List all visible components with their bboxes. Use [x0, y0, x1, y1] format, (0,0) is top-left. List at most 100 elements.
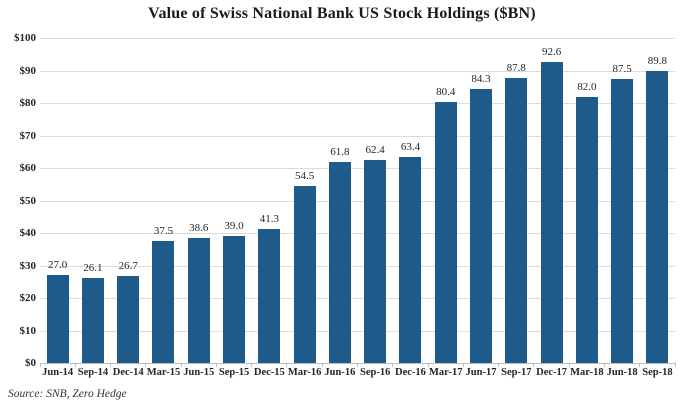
source-note: Source: SNB, Zero Hedge	[8, 388, 127, 400]
bar-Sep-17	[505, 77, 528, 363]
gridline	[40, 38, 675, 39]
x-axis-tick	[603, 363, 605, 367]
x-axis-tick	[498, 363, 500, 367]
bar-Jun-15	[187, 237, 210, 363]
x-axis-category-label: Mar-15	[146, 367, 181, 378]
x-axis-category-label: Dec-14	[112, 367, 144, 378]
bar-Mar-17	[434, 101, 457, 363]
bar-value-label: 26.7	[118, 260, 138, 273]
gridline	[40, 135, 675, 137]
bar-Jun-18	[611, 78, 634, 363]
bar-value-label: 89.8	[647, 55, 668, 68]
x-axis-category-label: Jun-16	[324, 367, 356, 378]
bar-Sep-18	[646, 71, 669, 363]
x-axis-tick	[110, 363, 112, 367]
x-axis-category-label: Dec-17	[536, 367, 568, 378]
bar-slot-Mar-16: 54.5	[287, 38, 322, 363]
bar-value-label: 54.5	[294, 169, 315, 182]
bar-Sep-15	[223, 236, 246, 363]
bar-slot-Mar-18: 82.0	[569, 38, 604, 363]
x-axis-tick	[462, 363, 464, 367]
bar-slot-Sep-18: 89.8	[640, 38, 675, 363]
x-axis-tick	[321, 363, 323, 367]
plot-area: $100 $90 $80 $70 $60 $50 $40 $30 $20 $10 $0 27.0 26.…	[14, 32, 676, 369]
x-axis-tick	[392, 363, 394, 367]
bar-Dec-15	[258, 228, 281, 363]
bar-value-label: 84.3	[471, 73, 491, 86]
gridline	[40, 200, 675, 202]
x-axis-category-label: Sep-17	[501, 367, 532, 378]
bar-value-label: 62.4	[365, 144, 385, 157]
x-axis-tick	[39, 363, 41, 367]
bar-slot-Mar-15: 37.5	[146, 38, 181, 363]
bar-Jun-16	[328, 162, 351, 363]
bar-value-label: 37.5	[153, 225, 174, 238]
gridline	[40, 330, 675, 332]
bar-Sep-14	[81, 278, 104, 363]
x-axis-category-label: Jun-17	[465, 367, 497, 378]
bar-Jun-17	[470, 89, 493, 363]
x-axis-category-label: Jun-15	[183, 367, 215, 378]
x-axis: Jun-14 Sep-14 Dec-14 Mar-15 Jun-15 Sep-15 Dec-…	[40, 367, 675, 378]
x-axis-category-label: Mar-17	[429, 367, 463, 378]
bar-slot-Jun-17: 84.3	[463, 38, 498, 363]
y-axis-tick-label: $60	[19, 162, 37, 174]
x-axis-category-label: Jun-18	[606, 367, 638, 378]
y-axis-tick-label: $0	[25, 357, 36, 369]
bar-slot-Sep-15: 39.0	[216, 38, 251, 363]
bar-slot-Mar-17: 80.4	[428, 38, 463, 363]
y-axis-tick-label: $20	[19, 292, 37, 304]
bar-value-label: 38.6	[189, 221, 209, 234]
x-axis-category-label: Sep-14	[77, 367, 109, 378]
x-axis-tick	[568, 363, 570, 367]
gridline	[40, 265, 675, 267]
y-axis-tick-label: $90	[19, 64, 37, 77]
chart-title: Value of Swiss National Bank US Stock Ho…	[148, 5, 536, 22]
bar-slot-Sep-17: 87.8	[499, 38, 534, 363]
bar-slot-Dec-16: 63.4	[393, 38, 428, 363]
bar-slot-Jun-15: 38.6	[181, 38, 216, 363]
bar-slot-Sep-16: 62.4	[358, 38, 393, 363]
y-axis-tick-label: $10	[19, 324, 37, 337]
bar-slot-Dec-17: 92.6	[534, 38, 569, 363]
bar-value-label: 92.6	[541, 46, 562, 59]
y-axis-tick-label: $50	[19, 194, 37, 207]
y-axis-tick-label: $40	[19, 227, 37, 239]
bar-value-label: 87.5	[612, 62, 632, 75]
gridline	[40, 233, 675, 234]
x-axis-tick	[533, 363, 535, 367]
gridline	[40, 168, 675, 169]
bar-row: 27.0 26.1 26.7 37.5 38.6 39.0 41.3 54.5 61.8 62.4…	[40, 38, 675, 363]
bar-Jun-14	[46, 275, 69, 363]
bar-Mar-15	[152, 241, 175, 363]
x-axis-category-label: Mar-18	[570, 367, 604, 378]
bar-Mar-16	[293, 185, 316, 363]
bar-value-label: 27.0	[48, 259, 68, 272]
bar-slot-Sep-14: 26.1	[75, 38, 110, 363]
bar-slot-Jun-14: 27.0	[40, 38, 75, 363]
x-axis-tick	[215, 363, 217, 367]
bar-slot-Jun-18: 87.5	[605, 38, 640, 363]
bar-value-label: 39.0	[224, 220, 244, 233]
x-axis-category-label: Sep-15	[218, 367, 250, 378]
gridline	[40, 298, 675, 299]
x-axis-tick	[145, 363, 147, 367]
bar-value-label: 63.4	[400, 140, 421, 153]
bar-slot-Dec-14: 26.7	[111, 38, 146, 363]
x-axis-tick	[74, 363, 76, 367]
x-axis-tick	[427, 363, 429, 367]
bar-Sep-16	[364, 160, 387, 363]
bar-Dec-16	[399, 156, 422, 363]
x-axis-category-label: Dec-15	[253, 367, 285, 378]
x-axis-tick	[639, 363, 641, 367]
bar-Dec-17	[540, 62, 563, 363]
y-axis-tick-label: $100	[14, 32, 36, 44]
gridline	[40, 103, 675, 104]
x-axis-category-label: Sep-16	[360, 367, 391, 378]
x-axis-category-label: Sep-18	[642, 367, 673, 378]
x-axis-tick	[180, 363, 182, 367]
bar-value-label: 61.8	[330, 146, 350, 159]
y-axis-tick-label: $30	[19, 259, 37, 272]
x-axis-tick	[251, 363, 253, 367]
